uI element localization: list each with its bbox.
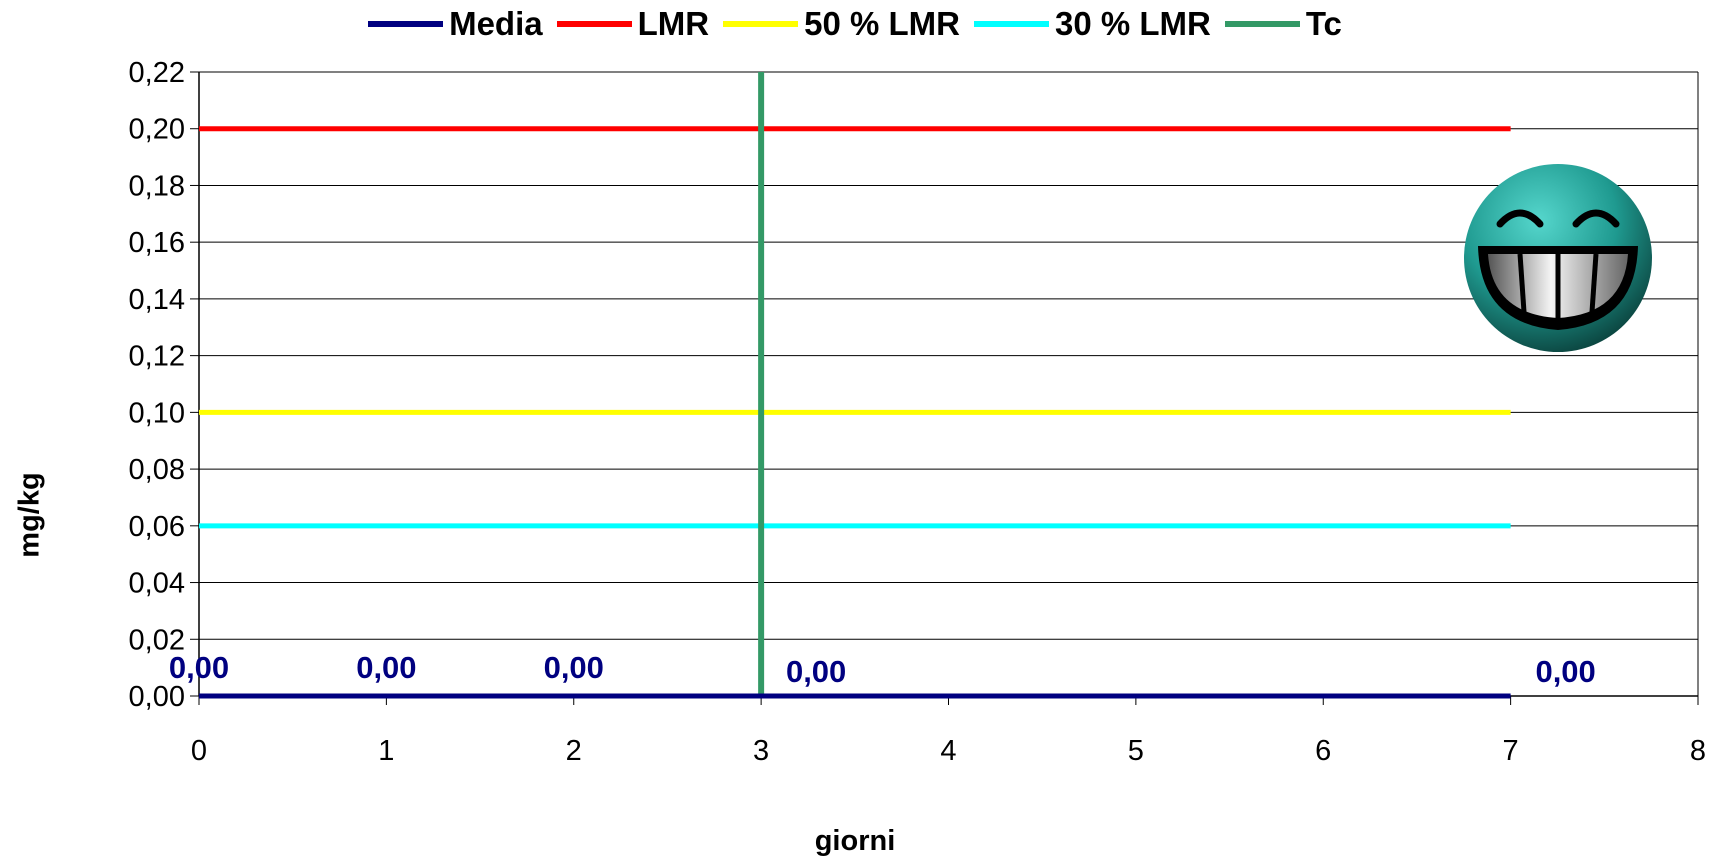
legend-swatch [723, 21, 799, 27]
y-tick-label: 0,06 [129, 511, 185, 543]
legend-label: 50 % LMR [804, 5, 960, 42]
x-axis-label: giorni [814, 825, 896, 857]
x-tick-label: 8 [1690, 735, 1706, 767]
legend-label: Tc [1305, 5, 1342, 42]
data-label: 0,00 [169, 650, 229, 685]
legend-label: 30 % LMR [1054, 5, 1211, 42]
y-tick-label: 0,12 [129, 341, 185, 373]
x-tick-label: 0 [191, 735, 207, 767]
x-tick-label: 4 [940, 735, 956, 767]
data-label: 0,00 [1535, 654, 1595, 689]
y-tick-label: 0,10 [129, 397, 185, 429]
y-tick-label: 0,16 [129, 227, 185, 259]
data-label: 0,00 [786, 654, 846, 689]
data-label: 0,00 [544, 650, 604, 685]
y-axis-label: mg/kg [13, 472, 46, 558]
x-tick-label: 6 [1315, 735, 1331, 767]
x-tick-label: 7 [1503, 735, 1519, 767]
grinning-face-icon [1464, 164, 1652, 352]
legend-item: 50 % LMR [723, 5, 960, 43]
legend-item: Media [368, 5, 543, 43]
y-tick-label: 0,22 [129, 57, 185, 89]
x-tick-label: 1 [378, 735, 394, 767]
y-tick-label: 0,04 [129, 568, 185, 600]
legend-swatch [1224, 21, 1300, 27]
legend-swatch [973, 21, 1049, 27]
legend-label: LMR [637, 5, 710, 42]
y-tick-label: 0,14 [129, 284, 185, 316]
y-tick-label: 0,00 [129, 681, 185, 713]
chart-legend: Media LMR 50 % LMR 30 % LMR Tc [0, 2, 1710, 46]
legend-swatch [368, 21, 444, 27]
y-tick-label: 0,18 [129, 170, 185, 202]
y-tick-label: 0,02 [129, 624, 185, 656]
data-label: 0,00 [356, 650, 416, 685]
x-tick-label: 5 [1128, 735, 1144, 767]
x-tick-label: 3 [753, 735, 769, 767]
legend-swatch [556, 21, 632, 27]
y-tick-label: 0,20 [129, 114, 185, 146]
legend-label: Media [449, 5, 543, 42]
legend-item: LMR [556, 5, 710, 43]
x-tick-label: 2 [566, 735, 582, 767]
legend-item: Tc [1224, 5, 1342, 43]
y-tick-label: 0,08 [129, 454, 185, 486]
legend-item: 30 % LMR [973, 5, 1211, 43]
